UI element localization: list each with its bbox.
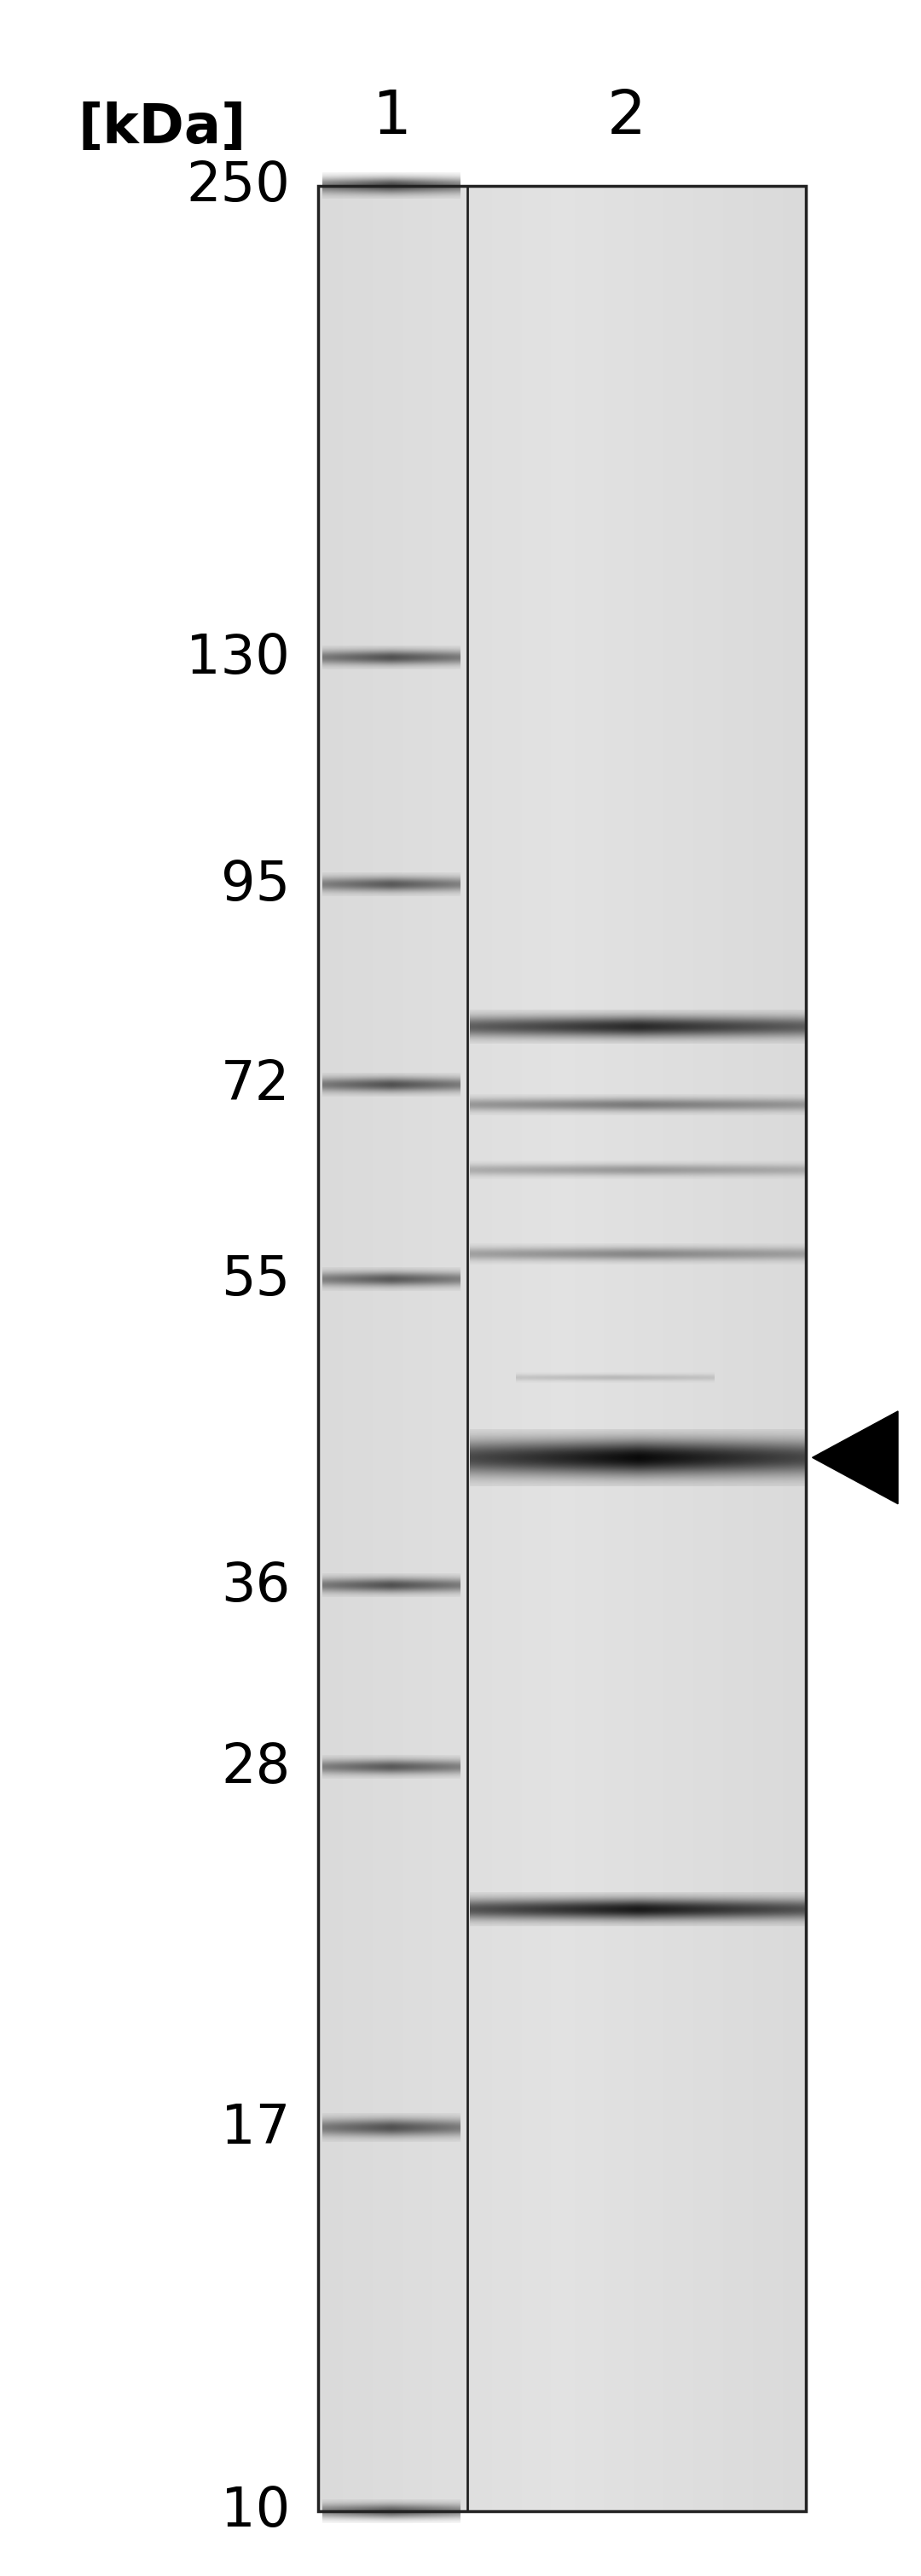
- Text: 250: 250: [186, 160, 290, 211]
- Text: 17: 17: [221, 2102, 290, 2154]
- Text: 1: 1: [372, 88, 411, 147]
- Text: 28: 28: [221, 1741, 290, 1793]
- Text: 55: 55: [221, 1255, 290, 1306]
- Text: 2: 2: [607, 88, 646, 147]
- Text: [kDa]: [kDa]: [78, 100, 247, 155]
- Text: 36: 36: [221, 1558, 290, 1613]
- Text: 10: 10: [221, 2486, 290, 2537]
- Text: 72: 72: [221, 1059, 290, 1110]
- Text: 130: 130: [186, 631, 290, 685]
- Bar: [318, 185, 806, 2512]
- Polygon shape: [812, 1412, 898, 1504]
- Text: 95: 95: [221, 858, 290, 912]
